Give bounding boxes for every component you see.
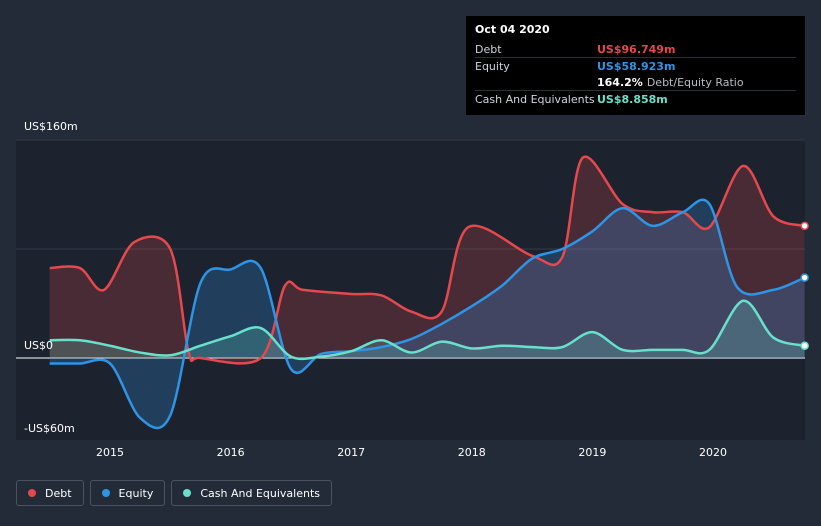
cash-dot-icon: [183, 489, 192, 497]
tooltip-equity-row: Equity US$58.923m: [475, 57, 796, 74]
chart-areas: [49, 156, 805, 428]
equity-line: [49, 198, 806, 430]
legend-item-cash[interactable]: Cash And Equivalents: [171, 480, 332, 506]
x-tick-label: 2017: [337, 446, 365, 459]
equity-area: [49, 199, 805, 428]
legend-cash-label: Cash And Equivalents: [200, 486, 320, 500]
y-tick-label: -US$60m: [24, 422, 75, 435]
cash-and-equivalents-line: [49, 299, 805, 361]
tooltip-ratio-value: 164.2%: [597, 75, 643, 89]
tooltip-equity-label: Equity: [475, 59, 510, 73]
chart-axis-labels: US$160m US$0 -US$60m 2015 2016 2017 2018 2019 20…: [24, 120, 727, 459]
x-tick-label: 2020: [699, 446, 727, 459]
tooltip-date: Oct 04 2020: [475, 23, 550, 36]
debt-area: [49, 156, 805, 364]
tooltip-cash-value: US$8.858m: [597, 92, 668, 106]
tooltip-cash-label: Cash And Equivalents: [475, 92, 595, 106]
tooltip-equity-value: US$58.923m: [597, 59, 676, 73]
legend-equity-label: Equity: [118, 486, 154, 500]
tooltip-ratio-row: 164.2% Debt/Equity Ratio: [475, 74, 796, 90]
y-tick-label: US$160m: [24, 120, 78, 133]
chart-tooltip: Oct 04 2020 Debt US$96.749m Equity US$58…: [466, 16, 805, 115]
chart-end-markers: [800, 221, 809, 350]
plot-background: [16, 140, 805, 440]
tooltip-debt-row: Debt US$96.749m: [475, 41, 796, 57]
tooltip-cash-row: Cash And Equivalents US$8.858m: [475, 90, 796, 107]
y-tick-label: US$0: [24, 339, 53, 352]
cash-and-equivalents-area: [49, 300, 805, 359]
legend-item-debt[interactable]: Debt: [16, 480, 84, 506]
equity-end-marker: [800, 273, 809, 282]
cash-and-equivalents-end-marker: [800, 341, 809, 350]
tooltip-ratio-label: Debt/Equity Ratio: [646, 75, 744, 89]
chart-grid: [16, 139, 805, 440]
legend-item-equity[interactable]: Equity: [89, 480, 166, 506]
x-tick-label: 2015: [96, 446, 124, 459]
tooltip-debt-label: Debt: [475, 42, 502, 56]
tooltip-debt-value: US$96.749m: [597, 42, 676, 56]
legend-debt-label: Debt: [45, 486, 72, 500]
chart-lines: [49, 155, 806, 430]
debt-dot-icon: [28, 489, 36, 497]
x-tick-label: 2016: [217, 446, 245, 459]
debt-end-marker: [800, 221, 809, 231]
equity-dot-icon: [101, 489, 110, 497]
x-tick-label: 2018: [458, 446, 486, 459]
x-tick-label: 2019: [578, 446, 606, 459]
chart-legend: Debt Equity Cash And Equivalents: [16, 480, 332, 506]
